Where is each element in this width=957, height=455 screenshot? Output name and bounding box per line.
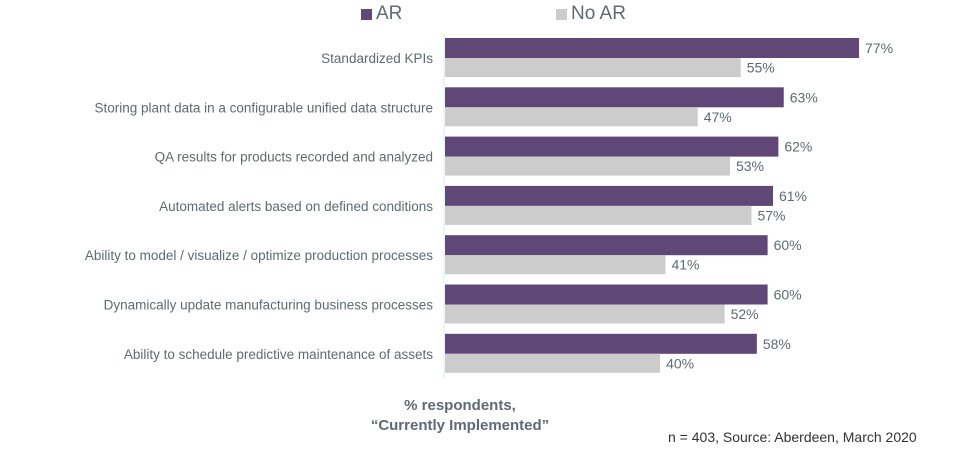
bar-ar [445,333,757,354]
category-label: Standardized KPIs [321,51,433,66]
data-label-ar: 77% [865,40,893,56]
bar-ar [445,87,784,108]
data-label-no-ar: 52% [731,306,759,322]
source-note: n = 403, Source: Aberdeen, March 2020 [668,429,917,445]
data-label-no-ar: 41% [671,257,699,273]
data-label-no-ar: 47% [704,109,732,125]
bar-ar [445,185,773,206]
bars-layer: Standardized KPIs 77% 55% Storing plant dat… [85,34,893,380]
x-axis-label: % respondents, “Currently Implemented” [340,396,580,436]
bar-no-ar [445,304,725,324]
data-label-no-ar: 53% [736,158,764,174]
legend-label-no-ar: No AR [571,3,626,24]
bar-no-ar [445,107,698,127]
bar-ar [445,235,768,256]
bar-no-ar [445,205,752,225]
bar-no-ar [445,156,730,176]
legend-item-no-ar: No AR [556,3,626,25]
legend-item-ar: AR [361,3,402,25]
category-label: Ability to schedule predictive maintenan… [124,347,433,362]
category-label: Storing plant data in a configurable uni… [95,100,433,115]
data-label-no-ar: 57% [757,207,785,223]
data-label-ar: 62% [784,139,812,155]
bar-no-ar [445,255,666,275]
data-label-ar: 61% [779,188,807,204]
bar-no-ar [445,58,741,77]
x-axis-label-line1: % respondents, [404,397,516,414]
data-label-ar: 58% [763,336,791,352]
data-label-ar: 63% [790,89,818,105]
bar-no-ar [445,353,661,373]
data-label-no-ar: 40% [666,355,694,371]
data-label-no-ar: 55% [747,60,775,76]
bar-ar [445,38,860,58]
category-label: Ability to model / visualize / optimize … [85,248,433,263]
data-label-ar: 60% [774,237,802,253]
data-label-ar: 60% [774,287,802,303]
legend-label-ar: AR [376,3,403,24]
bar-ar [445,284,768,305]
category-label: Automated alerts based on defined condit… [159,199,433,214]
category-label: Dynamically update manufacturing busines… [104,298,434,313]
bar-ar [445,136,779,157]
legend-swatch-no-ar [556,8,567,20]
x-axis-label-line2: “Currently Implemented” [370,417,550,434]
legend-swatch-ar [361,8,372,20]
category-label: QA results for products recorded and ana… [155,150,433,165]
